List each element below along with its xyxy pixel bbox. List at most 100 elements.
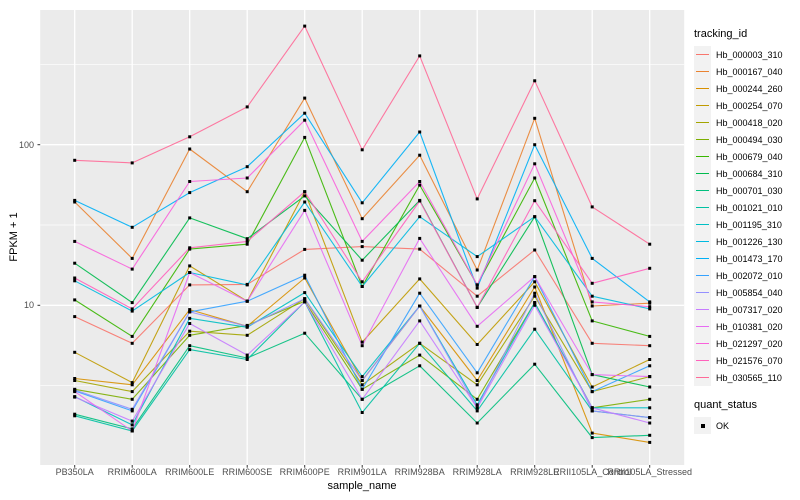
data-point [648,385,652,389]
data-point [130,301,134,305]
data-point [73,414,77,418]
data-point [73,412,77,416]
line-swatch-icon [696,275,709,276]
data-point [130,419,134,423]
data-point [73,395,77,399]
data-point [303,331,307,335]
line-swatch-icon [696,156,709,157]
data-point [648,440,652,444]
data-point [590,373,594,377]
data-point [303,297,307,301]
legend-item-Hb_021297_020: Hb_021297_020 [694,335,783,352]
legend-item-label: Hb_021297_020 [716,338,783,349]
line-swatch-icon [696,139,709,140]
data-point [188,322,192,325]
data-point [475,268,479,272]
data-point [533,116,537,120]
data-point [245,333,249,337]
data-point [303,135,307,139]
legend-key-swatch [694,335,711,352]
data-point [360,258,364,262]
data-point [648,307,652,311]
data-point [648,364,652,368]
legend-key-swatch [694,301,711,318]
line-swatch-icon [696,71,709,72]
legend-item-label: Hb_000254_070 [716,100,783,111]
data-point [130,427,134,431]
data-point [360,383,364,387]
data-point [533,162,537,166]
legend-item-Hb_001021_010: Hb_001021_010 [694,199,783,216]
legend-item-label: Hb_030565_110 [716,372,782,383]
data-point [130,334,134,338]
data-point [73,198,77,202]
legend-key-swatch [694,216,711,233]
legend-key-swatch [694,80,711,97]
data-point [73,315,77,319]
data-point [245,239,249,243]
x-tick-label-RRIM600PE: RRIM600PE [279,467,330,477]
data-point [533,291,537,295]
y-axis-title: FPKM + 1 [8,212,20,262]
data-point [130,381,134,385]
data-point [245,324,249,328]
data-point [590,304,594,308]
data-point [360,340,364,344]
legend-item-Hb_000679_040: Hb_000679_040 [694,148,783,165]
legend-key-swatch [694,131,711,148]
legend-key-swatch [694,199,711,216]
data-point [533,294,537,298]
data-point [475,343,479,346]
data-point [188,271,192,274]
line-swatch-icon [696,122,709,123]
data-point [188,135,192,139]
data-point [245,190,249,194]
data-point [303,200,307,204]
data-point [475,371,479,375]
legend-key-ok [694,417,711,434]
data-point [130,225,134,229]
legend-series-items: Hb_000003_310 Hb_000167_040 Hb_000244_260 H… [694,46,783,386]
data-point [303,96,307,100]
x-tick-label-RRIM928LA: RRIM928LA [452,467,502,477]
x-tick-label-RRIM600LE: RRIM600LE [165,467,215,477]
line-swatch-icon [696,309,709,310]
data-point [188,180,192,183]
legend-item-Hb_030565_110: Hb_030565_110 [694,369,783,386]
data-point [360,245,364,249]
legend-item-label: Hb_005854_040 [716,287,783,298]
data-point [475,197,479,201]
line-swatch-icon [696,343,709,344]
data-point [188,264,192,268]
data-point [303,118,307,122]
data-point [475,283,479,287]
data-point [188,333,192,337]
data-point [130,307,134,311]
data-point [130,256,134,260]
data-point [360,387,364,391]
data-point [73,200,77,204]
legend-item-label: Hb_007317_020 [716,304,783,315]
data-point [418,247,422,251]
line-swatch-icon [696,292,709,293]
legend-item-label: Hb_001021_010 [716,202,783,213]
data-point [475,397,479,401]
data-point [130,409,134,413]
data-point [648,266,652,270]
data-point [245,165,249,169]
data-point [648,305,652,309]
data-point [303,247,307,251]
x-tick-label-RRII105LA_Control: RRII105LA_Control [553,467,632,477]
legend-key-swatch [694,63,711,80]
data-point [303,190,307,194]
data-point [590,341,594,345]
data-point [648,334,652,338]
data-point [73,276,77,280]
data-point [245,237,249,241]
legend-item-Hb_000244_260: Hb_000244_260 [694,80,783,97]
x-tick-label-RRIM928LE: RRIM928LE [510,467,560,477]
data-point [360,397,364,401]
line-swatch-icon [696,88,709,89]
